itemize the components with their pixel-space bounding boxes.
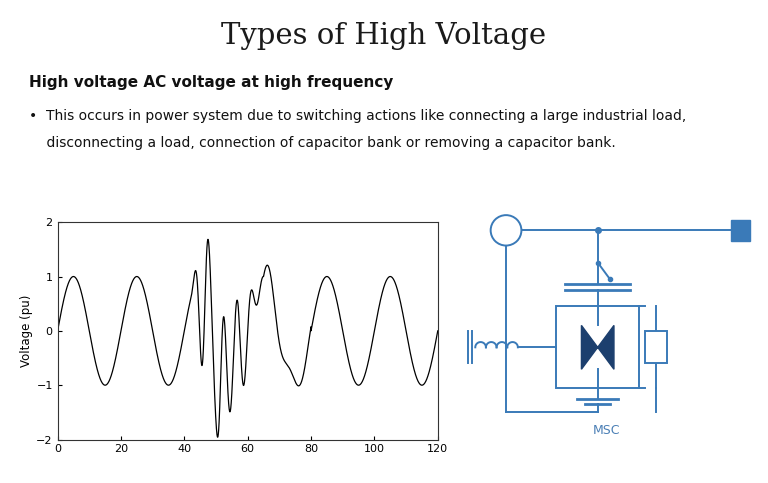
Text: Types of High Voltage: Types of High Voltage (221, 22, 547, 50)
Text: High voltage AC voltage at high frequency: High voltage AC voltage at high frequenc… (29, 75, 393, 90)
Polygon shape (581, 326, 614, 369)
Circle shape (491, 215, 521, 245)
Text: MSC: MSC (593, 424, 621, 437)
Y-axis label: Voltage (pu): Voltage (pu) (21, 295, 34, 367)
Text: disconnecting a load, connection of capacitor bank or removing a capacitor bank.: disconnecting a load, connection of capa… (29, 136, 616, 150)
Bar (730, 220, 750, 241)
Bar (556, 306, 639, 388)
Text: ~: ~ (500, 223, 512, 238)
Bar (645, 331, 667, 363)
Text: •  This occurs in power system due to switching actions like connecting a large : • This occurs in power system due to swi… (29, 109, 687, 123)
